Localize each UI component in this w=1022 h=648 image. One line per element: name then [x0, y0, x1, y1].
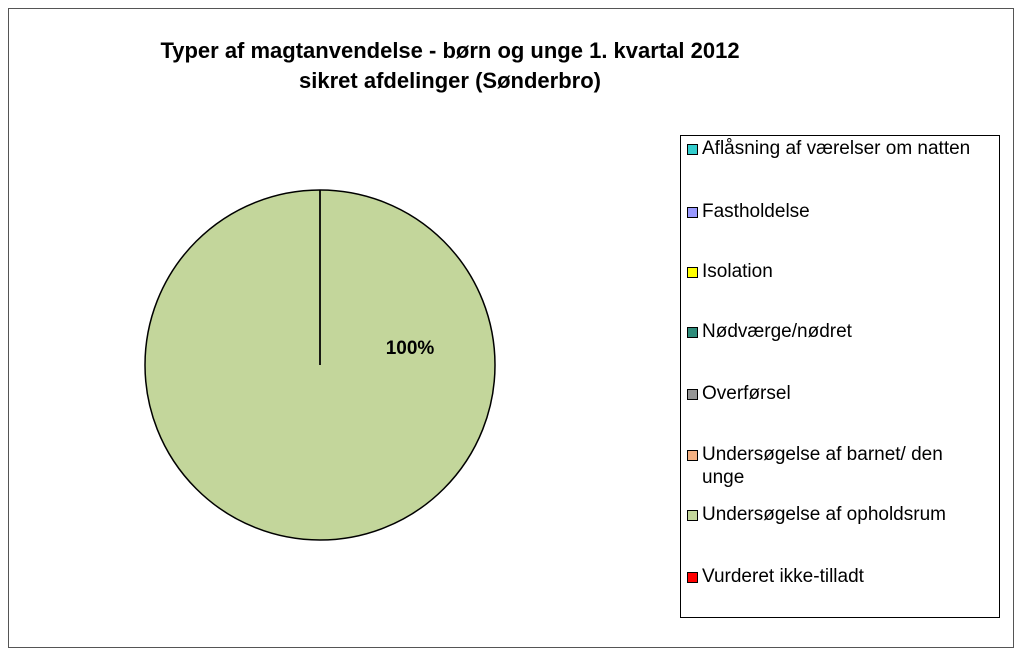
legend-label: Isolation: [702, 261, 773, 282]
chart-title: Typer af magtanvendelse - børn og unge 1…: [60, 36, 840, 96]
title-line: Typer af magtanvendelse - børn og unge 1…: [160, 38, 740, 63]
legend-item: Fastholdelse: [687, 200, 987, 223]
legend-label: Aflåsning af værelser om natten: [702, 138, 971, 159]
legend-label: Nødværge/nødret: [702, 321, 852, 342]
legend-swatch: [687, 144, 698, 155]
legend-item: Nødværge/nødret: [687, 320, 987, 343]
legend-label: Vurderet ikke-tilladt: [702, 566, 864, 587]
legend-swatch: [687, 510, 698, 521]
title-line: sikret afdelinger (Sønderbro): [299, 68, 601, 93]
legend: Aflåsning af værelser om natten Fastholde…: [680, 135, 1000, 618]
legend-item: Vurderet ikke-tilladt: [687, 565, 987, 588]
legend-item: Undersøgelse af opholdsrum: [687, 503, 987, 526]
legend-label: Undersøgelse af opholdsrum: [702, 504, 946, 525]
legend-item: Undersøgelse af barnet/ den unge: [687, 443, 987, 489]
chart: 100%: [144, 189, 496, 541]
legend-label: Undersøgelse af barnet/ den unge: [702, 444, 943, 488]
legend-swatch: [687, 327, 698, 338]
legend-item: Overførsel: [687, 382, 987, 405]
page: {"chart_data": {"type": "pie", "title": …: [8, 8, 1014, 648]
legend-label: Fastholdelse: [702, 201, 810, 222]
legend-swatch: [687, 207, 698, 218]
legend-item: Isolation: [687, 260, 987, 283]
data-label: 100%: [386, 338, 435, 359]
legend-swatch: [687, 267, 698, 278]
legend-swatch: [687, 450, 698, 461]
legend-label: Overførsel: [702, 383, 791, 404]
legend-swatch: [687, 389, 698, 400]
legend-swatch: [687, 572, 698, 583]
legend-item: Aflåsning af værelser om natten: [687, 137, 987, 160]
